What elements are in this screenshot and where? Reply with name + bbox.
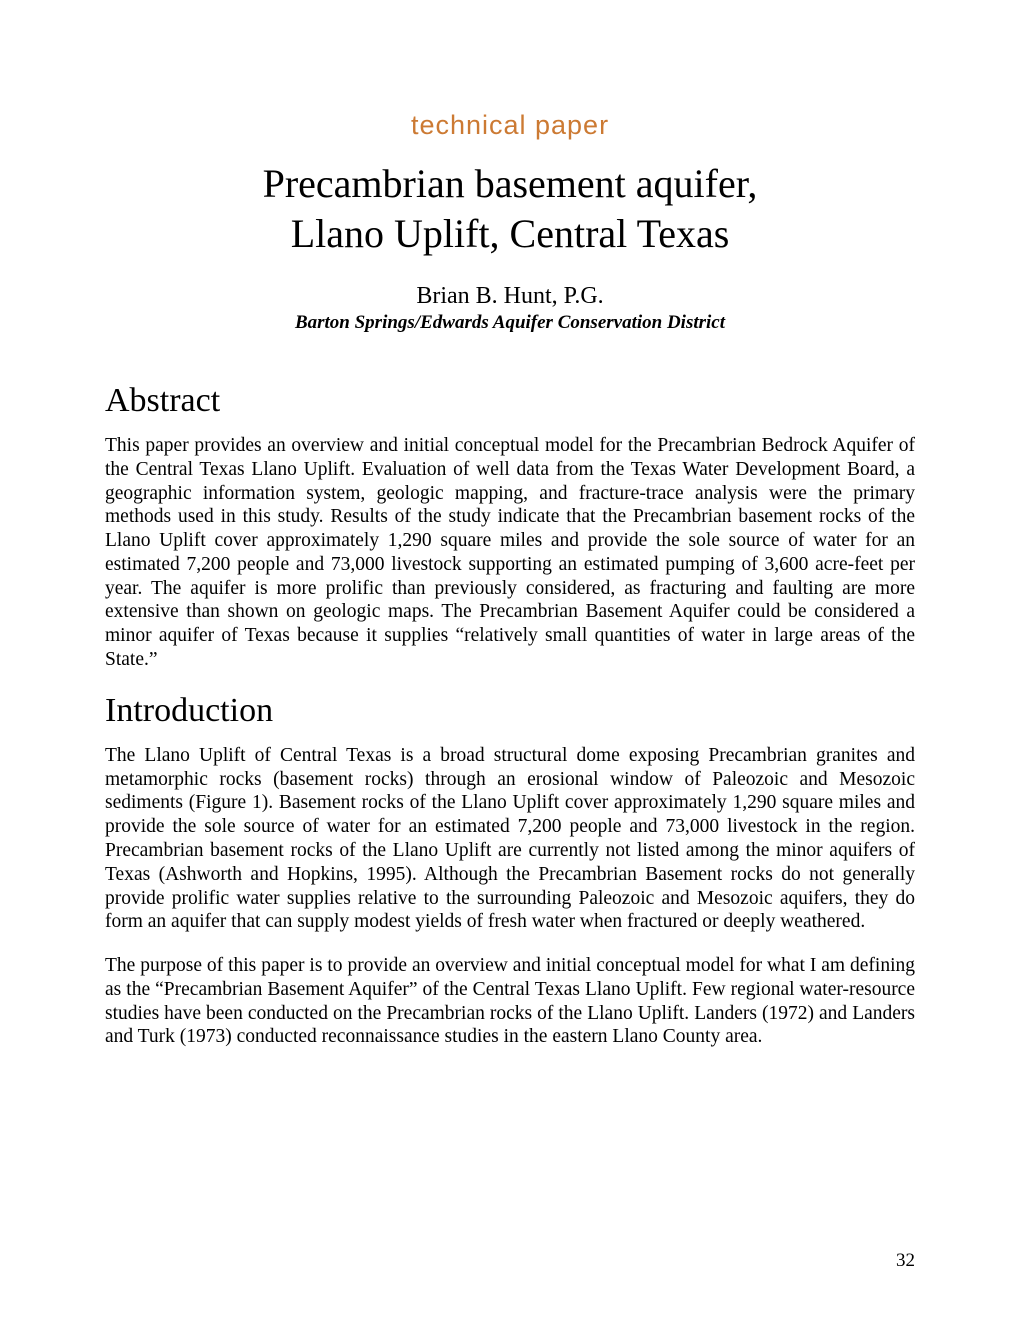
category-label: technical paper: [105, 110, 915, 141]
title-line-1: Precambrian basement aquifer,: [263, 161, 758, 206]
introduction-heading: Introduction: [105, 692, 915, 730]
abstract-body: This paper provides an overview and init…: [105, 434, 915, 672]
title-line-2: Llano Uplift, Central Texas: [291, 211, 730, 256]
page-number: 32: [896, 1250, 915, 1272]
paper-title: Precambrian basement aquifer, Llano Upli…: [105, 159, 915, 259]
author-name: Brian B. Hunt, P.G.: [105, 283, 915, 310]
abstract-heading: Abstract: [105, 382, 915, 420]
introduction-body-1: The Llano Uplift of Central Texas is a b…: [105, 744, 915, 934]
introduction-body-2: The purpose of this paper is to provide …: [105, 954, 915, 1049]
author-affiliation: Barton Springs/Edwards Aquifer Conservat…: [105, 312, 915, 334]
